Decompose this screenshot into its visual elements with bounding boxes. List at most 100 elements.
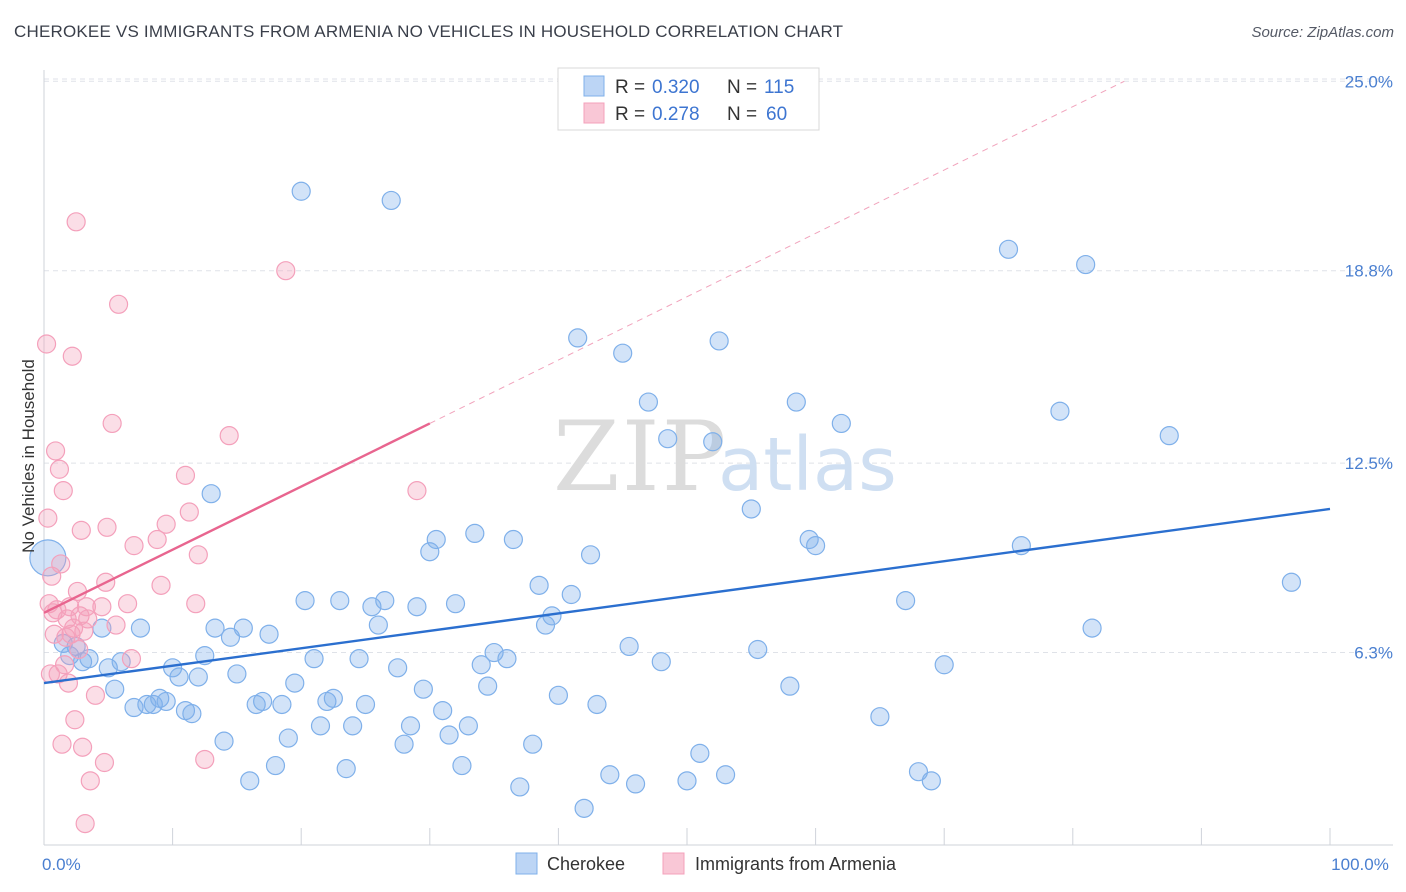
point-cherokee-104: [998, 239, 1019, 259]
point-cherokee-41: [323, 688, 343, 708]
point-cherokee-85: [651, 652, 671, 672]
y-tick-label-1: 12.5%: [1345, 454, 1393, 473]
point-cherokee-78: [580, 545, 601, 565]
point-cherokee-63: [465, 523, 485, 544]
point-cherokee-36: [291, 181, 311, 201]
point-cherokee-57: [426, 529, 446, 550]
point-cherokee-91: [715, 765, 736, 785]
point-cherokee-84: [638, 392, 659, 412]
point-armenia-45: [147, 529, 167, 550]
point-cherokee-88: [690, 743, 710, 763]
point-cherokee-11: [130, 618, 151, 638]
point-cherokee-30: [253, 691, 273, 712]
point-cherokee-94: [780, 676, 800, 696]
point-armenia-13: [53, 481, 73, 501]
watermark-zip: ZIP: [553, 401, 728, 513]
point-cherokee-52: [394, 734, 414, 754]
bottom-legend: Cherokee Immigrants from Armenia: [515, 852, 897, 875]
point-cherokee-68: [503, 529, 523, 550]
x-tick-label-1: 100.0%: [1331, 855, 1389, 874]
point-cherokee-42: [330, 591, 350, 611]
point-cherokee-69: [510, 777, 530, 797]
point-cherokee-0: [29, 539, 67, 577]
legend-r-label-2: R =: [615, 104, 645, 125]
point-cherokee-56: [420, 542, 440, 562]
point-cherokee-8: [105, 679, 125, 699]
point-cherokee-61: [452, 755, 472, 776]
trend-line-armenia: [43, 422, 431, 614]
point-armenia-29: [74, 621, 94, 641]
legend-r-value-1: 0.320: [652, 77, 700, 98]
point-cherokee-22: [201, 484, 221, 504]
point-armenia-0: [36, 334, 57, 354]
data-points: [29, 181, 1302, 834]
point-cherokee-92: [741, 499, 761, 519]
point-cherokee-28: [240, 771, 260, 791]
legend-n-label-1: N =: [727, 77, 757, 98]
point-cherokee-108: [1082, 618, 1102, 638]
point-cherokee-106: [1050, 401, 1070, 421]
point-cherokee-60: [445, 594, 466, 614]
point-armenia-39: [102, 413, 122, 434]
watermark: ZIP atlas: [553, 401, 897, 513]
bottom-legend-label-cherokee: Cherokee: [547, 854, 625, 874]
point-armenia-20: [62, 346, 82, 366]
source-label: Source: ZipAtlas.com: [1251, 24, 1394, 41]
point-cherokee-67: [497, 649, 517, 669]
point-cherokee-74: [548, 685, 569, 705]
point-cherokee-45: [349, 649, 369, 669]
watermark-atlas: atlas: [718, 422, 897, 508]
legend-n-label-2: N =: [727, 104, 757, 125]
legend-r-value-2: 0.278: [652, 104, 700, 125]
point-cherokee-24: [214, 731, 234, 751]
trend-extension-armenia: [429, 80, 1125, 424]
point-cherokee-15: [156, 691, 176, 712]
point-armenia-30: [75, 814, 95, 834]
legend-swatch-cherokee: [583, 75, 605, 97]
point-cherokee-39: [310, 716, 331, 736]
point-armenia-41: [108, 294, 129, 314]
point-cherokee-33: [272, 694, 292, 715]
point-armenia-53: [219, 426, 239, 446]
y-tick-label-3: 25.0%: [1345, 72, 1393, 91]
point-cherokee-81: [613, 343, 633, 363]
legend-r-label-1: R =: [615, 77, 645, 98]
chart-title: CHEROKEE VS IMMIGRANTS FROM ARMENIA NO V…: [14, 22, 844, 41]
point-cherokee-32: [265, 755, 286, 776]
point-armenia-43: [121, 649, 142, 669]
point-armenia-55: [407, 481, 427, 501]
point-cherokee-103: [934, 655, 954, 675]
point-armenia-7: [45, 441, 66, 461]
point-armenia-35: [92, 597, 112, 617]
point-armenia-27: [71, 520, 91, 540]
point-cherokee-54: [407, 597, 427, 617]
point-cherokee-65: [478, 676, 498, 696]
point-cherokee-51: [388, 658, 408, 678]
point-armenia-49: [179, 502, 199, 522]
point-cherokee-71: [529, 575, 549, 595]
point-armenia-40: [106, 615, 126, 635]
point-cherokee-58: [433, 700, 453, 721]
trend-lines: [43, 80, 1331, 685]
point-cherokee-46: [355, 694, 376, 715]
point-armenia-46: [151, 575, 171, 595]
point-armenia-51: [188, 545, 208, 565]
point-cherokee-99: [870, 707, 890, 727]
x-tick-label-0: 0.0%: [42, 855, 81, 874]
point-cherokee-83: [625, 774, 646, 794]
point-armenia-25: [69, 639, 89, 660]
point-cherokee-110: [1281, 572, 1302, 592]
legend-box: R = 0.320 N = 115 R = 0.278 N = 60: [557, 67, 820, 131]
point-cherokee-76: [568, 328, 588, 348]
legend-n-value-1: 115: [764, 77, 794, 98]
point-cherokee-93: [748, 639, 768, 660]
y-tick-label-2: 18.8%: [1345, 262, 1393, 281]
point-armenia-22: [65, 710, 85, 730]
point-cherokee-107: [1076, 254, 1096, 275]
y-tick-labels: 6.3% 12.5% 18.8% 25.0%: [1345, 72, 1393, 662]
point-armenia-23: [66, 212, 86, 232]
x-tick-marks: [172, 828, 1331, 845]
point-cherokee-55: [413, 679, 433, 699]
point-armenia-33: [80, 771, 100, 791]
